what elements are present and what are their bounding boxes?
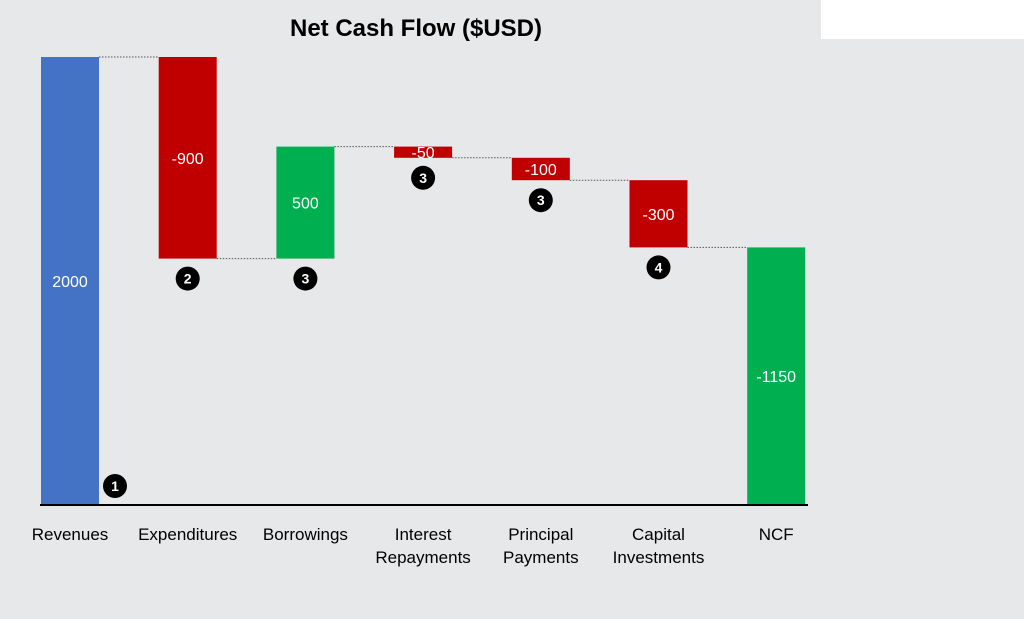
step-number-4: 3 xyxy=(537,192,545,208)
value-label-5: -300 xyxy=(642,207,674,224)
step-number-2: 3 xyxy=(302,271,310,287)
value-label-2: 500 xyxy=(292,196,319,213)
step-number-3: 3 xyxy=(419,170,427,186)
step-number-1: 2 xyxy=(184,271,192,287)
bar-1 xyxy=(158,57,217,259)
step-number-icon-4: 3 xyxy=(528,188,553,213)
bar-5 xyxy=(629,180,688,248)
step-number-5: 4 xyxy=(655,259,663,275)
value-label-4: -100 xyxy=(525,162,557,179)
step-number-0: 1 xyxy=(111,478,119,494)
bar-4 xyxy=(511,157,570,181)
category-label-2-0: Borrowings xyxy=(263,525,348,544)
value-label-1: -900 xyxy=(172,151,204,168)
step-number-icon-2: 3 xyxy=(293,266,318,291)
category-label-4-0: Principal xyxy=(508,525,573,544)
chart-title: Net Cash Flow ($USD) xyxy=(290,15,542,42)
value-label-3: -50 xyxy=(412,145,435,162)
bar-2 xyxy=(276,146,335,259)
category-label-0-0: Revenues xyxy=(32,525,109,544)
step-number-icon-5: 4 xyxy=(646,255,671,280)
value-label-6: -1150 xyxy=(756,369,796,386)
bar-0 xyxy=(41,57,99,505)
value-label-0: 2000 xyxy=(52,274,88,291)
step-number-icon-0: 1 xyxy=(103,474,127,498)
category-label-6-0: NCF xyxy=(759,525,794,544)
category-label-4-1: Payments xyxy=(503,548,579,567)
category-label-3-1: Repayments xyxy=(375,548,470,567)
title-background xyxy=(0,0,821,55)
bar-3 xyxy=(394,146,453,158)
category-label-1-0: Expenditures xyxy=(138,525,237,544)
bar-6 xyxy=(747,247,806,505)
category-label-3-0: Interest xyxy=(395,525,452,544)
category-label-5-0: Capital xyxy=(632,525,685,544)
step-number-icon-3: 3 xyxy=(411,165,436,190)
step-number-icon-1: 2 xyxy=(175,266,200,291)
category-label-5-1: Investments xyxy=(613,548,705,567)
